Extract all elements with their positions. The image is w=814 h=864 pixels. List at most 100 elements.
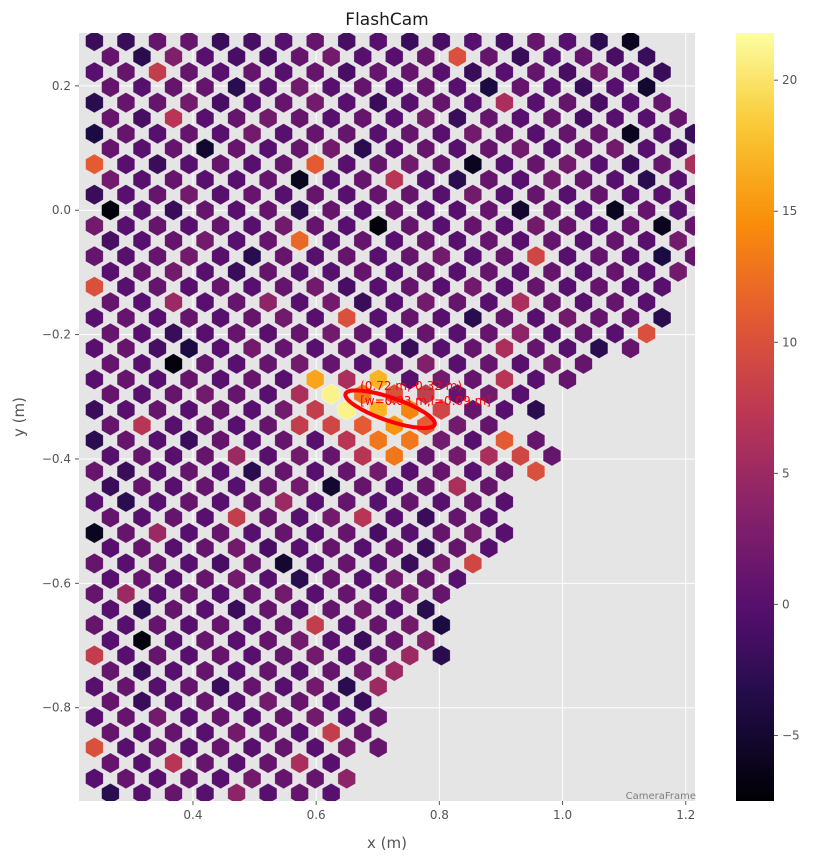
camera-pixel [258,598,278,621]
camera-pixel [148,460,167,483]
camera-pixel [148,337,167,359]
camera-pixel [274,552,293,575]
camera-pixel [242,123,262,145]
camera-pixel [116,123,136,145]
camera-pixel [448,537,467,559]
camera-pixel [227,45,246,68]
camera-pixel [179,307,199,329]
camera-pixel [211,184,230,206]
camera-pixel [353,660,372,682]
camera-pixel [495,522,514,544]
camera-pixel [637,45,656,68]
camera-pixel [148,368,167,391]
camera-pixel [400,552,420,575]
camera-pixel [448,353,467,375]
camera-pixel [589,61,609,83]
camera-pixel [85,399,104,421]
camera-pixel [101,475,120,497]
y-tick-label: −0.6 [42,576,71,590]
camera-pixel [274,276,293,298]
camera-pixel [258,138,278,160]
camera-pixel [574,261,593,283]
camera-pixel [337,245,356,267]
camera-pixel [227,383,246,405]
camera-pixel [448,568,467,590]
camera-pixel [400,61,420,83]
camera-pixel [101,261,120,283]
camera-pixel [101,752,120,774]
camera-pixel [463,153,483,175]
camera-pixel [385,537,404,559]
camera-pixel [400,491,420,513]
camera-pixel [668,169,688,191]
camera-pixel [227,291,246,313]
camera-pixel [558,33,577,52]
camera-pixel [101,506,120,529]
camera-pixel [101,169,120,191]
camera-pixel [305,33,325,52]
camera-pixel [258,45,278,68]
camera-pixel [400,33,420,52]
camera-pixel [369,706,388,728]
camera-pixel [621,33,640,52]
camera-pixel [369,307,388,329]
camera-pixel [290,690,309,713]
camera-pixel [116,552,136,575]
ellipse-label-position: (0.72 m,-0.32 m) [360,379,462,393]
camera-pixel [652,123,672,145]
camera-pixel [211,491,230,513]
camera-pixel [211,399,230,421]
camera-pixel [400,123,420,145]
camera-pixel [227,353,246,375]
camera-pixel [495,307,514,329]
camera-pixel [211,307,230,329]
camera-pixel [369,491,388,513]
camera-pixel [321,322,341,345]
camera-pixel [132,629,152,652]
camera-pixel [211,552,230,575]
camera-pixel [164,414,183,437]
camera-pixel [274,644,293,667]
camera-pixel [353,629,372,652]
camera-pixel [132,107,152,129]
camera-pixel [164,199,183,221]
camera-pixel [227,721,246,744]
camera-pixel [195,660,215,682]
camera-pixel [369,33,388,52]
camera-pixel [432,276,451,298]
camera-pixel [116,675,136,698]
camera-pixel [353,414,372,437]
camera-pixel [385,598,404,621]
camera-pixel [526,337,546,359]
camera-pixel [369,368,388,391]
camera-pixel [179,614,199,636]
camera-pixel [85,552,104,575]
camera-pixel [574,45,593,68]
camera-pixel [179,215,199,237]
camera-pixel [589,33,609,52]
camera-pixel [179,337,199,359]
camera-pixel [195,199,215,221]
y-tick-label: −0.8 [42,701,71,715]
camera-pixel [432,123,451,145]
camera-pixel [337,522,356,544]
camera-pixel [463,368,483,391]
camera-pixel [432,153,451,175]
camera-pixel [353,138,372,160]
camera-pixel [337,614,356,636]
camera-pixel [416,353,436,375]
camera-pixel [227,322,246,345]
camera-pixel [701,170,719,190]
camera-pixel [369,552,388,575]
camera-pixel [290,45,309,68]
camera-pixel [432,307,451,329]
camera-pixel [164,537,183,559]
camera-pixel [227,475,246,497]
camera-pixel [164,660,183,682]
camera-pixel [652,184,672,206]
camera-pixel [701,200,719,220]
camera-pixel [369,153,388,175]
camera-pixel [574,199,593,221]
camera-pixel [164,230,183,252]
